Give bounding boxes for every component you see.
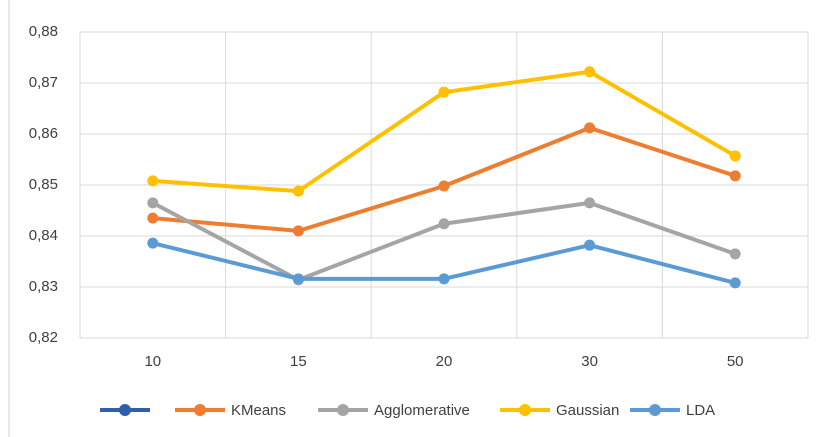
point [729,277,741,289]
legend-label: LDA [686,402,715,419]
y-tick-label: 0,83 [29,278,58,295]
point [147,212,159,224]
unnamed-legend-marker [100,404,150,416]
series-line [151,200,736,282]
y-tick-label: 0,86 [29,125,58,142]
point [584,239,596,251]
legend-dot [519,404,531,416]
point [147,197,159,209]
point [292,185,304,197]
point [438,273,450,285]
legend-dot [194,404,206,416]
legend-dot [337,404,349,416]
legend-dot [649,404,661,416]
point [438,218,450,230]
x-tick-label: 20 [436,353,453,370]
point [584,122,596,134]
x-tick-label: 30 [581,353,598,370]
point [729,248,741,260]
point [729,170,741,182]
legend-dot [119,404,131,416]
y-tick-label: 0,84 [29,227,58,244]
x-tick-label: 50 [727,353,744,370]
x-tick-label: 10 [144,353,161,370]
y-tick-label: 0,85 [29,176,58,193]
y-tick-label: 0,88 [29,23,58,40]
point [438,86,450,98]
point [292,273,304,285]
point [147,175,159,187]
point [292,225,304,237]
legend-label: Agglomerative [374,402,470,419]
legend-label: KMeans [231,402,286,419]
point [729,150,741,162]
x-tick-label: 15 [290,353,307,370]
point [584,66,596,78]
y-tick-label: 0,82 [29,329,58,346]
point [147,237,159,249]
point [438,180,450,192]
legend-label: Gaussian [556,402,619,419]
point [584,197,596,209]
series-line [152,125,736,233]
y-tick-label: 0,87 [29,74,58,91]
